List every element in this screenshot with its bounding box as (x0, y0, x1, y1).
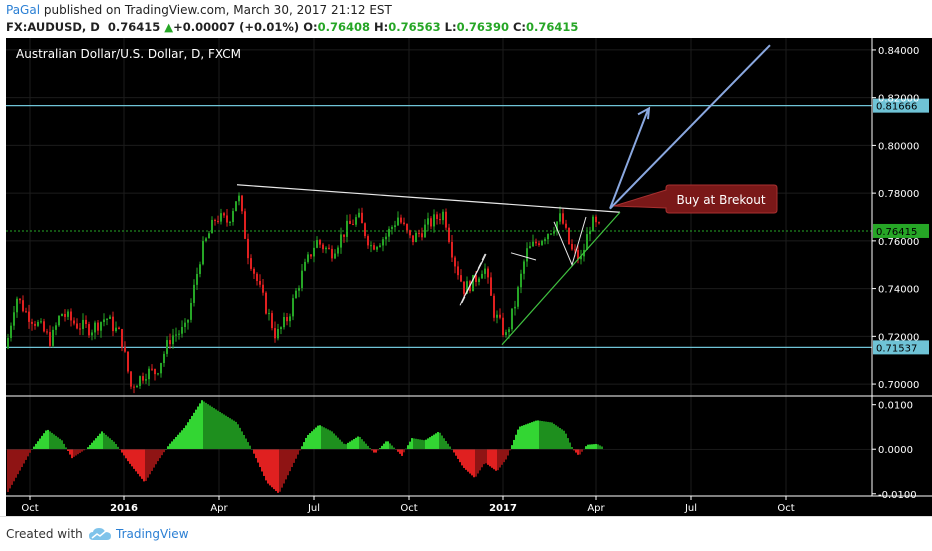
current-price-tag (873, 223, 929, 238)
descending-trendline (236, 184, 621, 213)
low-value: 0.76390 (456, 20, 509, 34)
ohlc-legend: FX:AUDUSD, D 0.76415 ▲+0.00007 (+0.01%) … (6, 20, 578, 34)
up-triangle-icon: ▲ (164, 20, 174, 34)
level-price-tag-text: 0.81666 (876, 102, 917, 113)
current-price-tag-text: 0.76415 (876, 227, 917, 238)
grid-lines (6, 38, 872, 496)
level-price-tag-text: 0.71537 (876, 343, 917, 354)
arrow-head-icon (637, 106, 651, 120)
level-price-tag (873, 98, 929, 113)
target-arrow-short (609, 109, 649, 210)
ascending-support-line (501, 211, 621, 346)
time-axis-tick-label: Apr (587, 503, 605, 514)
level-price-tag (873, 340, 929, 355)
publish-info: PaGal published on TradingView.com, Marc… (6, 3, 392, 17)
candle-series (7, 192, 600, 394)
price-change: +0.00007 (+0.01%) (173, 20, 300, 34)
small-pattern-line (510, 252, 537, 261)
chart-title: Australian Dollar/U.S. Dollar, D, FXCM (16, 47, 241, 61)
time-axis-tick-label: Apr (210, 503, 228, 514)
low-label: L: (444, 20, 457, 34)
close-value: 0.76415 (526, 20, 579, 34)
time-axis-tick-label: Jul (307, 503, 320, 514)
target-arrow-long (609, 44, 771, 210)
price-axis-tick-label: 0.80000 (878, 141, 919, 152)
author-link[interactable]: PaGal (6, 3, 41, 17)
time-axis-tick-label: Oct (400, 503, 417, 514)
price-axis-tick-label: 0.82000 (878, 94, 919, 105)
symbol-label[interactable]: FX:AUDUSD, D (6, 20, 100, 34)
time-axis-tick-label: Oct (21, 503, 38, 514)
tradingview-link[interactable]: TradingView (116, 527, 189, 541)
callout-buy-at-breakout[interactable]: Buy at Brekout (613, 184, 778, 214)
price-chart[interactable]: 0.81666 0.71537 0.76415 0.84000 0.82000 0.80… (6, 38, 932, 516)
chart-axes: 0.84000 0.82000 0.80000 0.78000 0.76000 0.740… (6, 38, 932, 514)
callout-box (613, 184, 778, 214)
close-label: C: (512, 20, 527, 34)
tradingview-cloud-icon (89, 528, 111, 540)
last-price: 0.76415 (107, 20, 161, 34)
indicator-axis-tick-label: -0.0100 (878, 490, 917, 501)
time-axis-tick-label: Oct (777, 503, 794, 514)
indicator-axis-tick-label: 0.0100 (878, 401, 913, 412)
price-axis-tick-label: 0.78000 (878, 189, 919, 200)
chart-area[interactable]: 0.81666 0.71537 0.76415 0.84000 0.82000 0.80… (6, 38, 932, 516)
oscillator-histogram (6, 400, 872, 493)
price-axis-tick-label: 0.74000 (878, 285, 919, 296)
indicator-axis-tick-label: 0.0000 (878, 445, 913, 456)
created-with-text: Created with (6, 527, 83, 541)
callout-text: Buy at Brekout (676, 193, 765, 207)
chart-header: PaGal published on TradingView.com, Marc… (0, 0, 932, 38)
price-axis-tick-label: 0.72000 (878, 332, 919, 343)
time-axis-tick-label: Jul (684, 503, 697, 514)
time-axis-tick-label: 2016 (110, 503, 138, 514)
high-label: H: (373, 20, 389, 34)
time-axis-tick-label: 2017 (489, 503, 517, 514)
price-axis-tick-label: 0.70000 (878, 380, 919, 391)
price-axis-tick-label: 0.84000 (878, 46, 919, 57)
drawing-tools[interactable] (236, 44, 771, 346)
wedge-pattern (553, 216, 587, 267)
bear-flag-channel (459, 253, 487, 306)
price-axis-tick-label: 0.76000 (878, 237, 919, 248)
publish-text: published on TradingView.com, March 30, … (43, 3, 392, 17)
open-label: O: (303, 20, 318, 34)
high-value: 0.76563 (388, 20, 441, 34)
open-value: 0.76408 (317, 20, 370, 34)
footer: Created with TradingView (0, 516, 932, 551)
level-lines: 0.81666 0.71537 0.76415 (6, 98, 929, 355)
